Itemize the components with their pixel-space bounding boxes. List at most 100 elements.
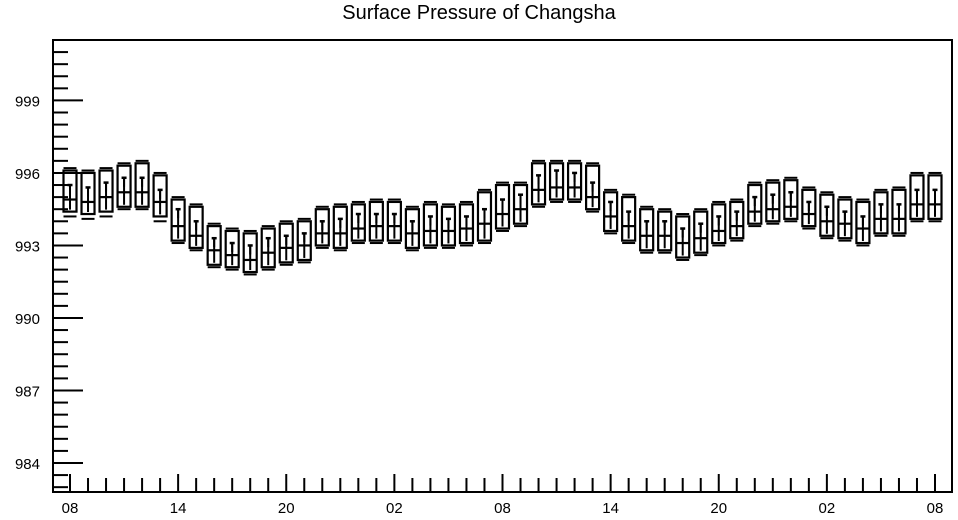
box-mark <box>368 198 384 245</box>
box-body <box>368 200 384 242</box>
box-mark <box>278 220 294 266</box>
box-mark <box>693 208 709 257</box>
box-mark <box>747 181 763 228</box>
box-body <box>909 174 925 220</box>
y-tick-label: 993 <box>15 238 40 255</box>
box-body <box>819 193 835 237</box>
box-body <box>530 162 547 206</box>
box-mark <box>206 222 222 269</box>
box-mark <box>386 198 402 245</box>
box-body <box>657 210 673 252</box>
box-mark <box>404 205 420 252</box>
box-mark <box>657 208 673 254</box>
box-body <box>188 205 204 249</box>
y-tick-label: 996 <box>15 166 40 183</box>
box-body <box>170 198 186 242</box>
box-mark <box>314 205 330 249</box>
box-body <box>801 188 817 228</box>
box-mark <box>909 171 925 223</box>
x-tick-label: 08 <box>62 500 79 517</box>
box-body <box>585 164 601 211</box>
box-body <box>314 208 330 247</box>
box-body <box>350 203 366 242</box>
x-tick-label: 02 <box>819 500 836 517</box>
box-body <box>404 208 420 249</box>
box-mark <box>296 217 312 264</box>
box-mark <box>170 196 186 245</box>
box-mark <box>585 162 601 213</box>
y-axis: 984 987 990 993 996 999 <box>15 39 83 489</box>
box-body <box>566 162 583 201</box>
box-body <box>693 210 709 254</box>
y-tick-label: 999 <box>15 93 40 110</box>
box-body <box>152 174 168 218</box>
x-tick-label: 08 <box>927 500 944 517</box>
box-mark <box>494 181 511 232</box>
box-mark <box>242 229 258 276</box>
box-mark <box>152 171 168 223</box>
x-tick-label: 08 <box>494 500 511 517</box>
box-body <box>548 162 565 201</box>
box-mark <box>729 198 745 242</box>
box-mark <box>422 200 439 249</box>
x-tick-label: 20 <box>278 500 295 517</box>
box-body <box>675 215 691 259</box>
box-mark <box>873 188 889 237</box>
box-body <box>296 220 312 262</box>
box-body <box>206 225 222 266</box>
box-body <box>855 200 871 245</box>
box-mark <box>350 200 366 245</box>
box-body <box>440 205 457 247</box>
box-mark <box>855 198 871 247</box>
box-series <box>62 159 943 276</box>
plot-frame <box>52 39 953 493</box>
box-body <box>837 198 853 240</box>
box-mark <box>440 203 457 249</box>
box-mark <box>837 196 853 242</box>
box-body <box>332 205 348 249</box>
box-body <box>711 203 727 245</box>
box-body <box>747 183 763 225</box>
box-mark <box>819 191 835 240</box>
box-body <box>386 200 402 242</box>
box-mark <box>134 159 150 211</box>
box-mark <box>80 169 96 220</box>
box-mark <box>458 200 475 247</box>
y-tick-label: 984 <box>15 456 40 473</box>
box-body <box>603 191 619 233</box>
box-body <box>62 169 78 213</box>
box-body <box>278 222 294 264</box>
x-tick-label: 02 <box>386 500 403 517</box>
box-mark <box>765 179 781 225</box>
box-body <box>80 171 96 216</box>
box-mark <box>675 213 691 261</box>
y-tick-label: 990 <box>15 311 40 328</box>
box-mark <box>332 203 348 252</box>
x-axis: 08 14 20 02 08 14 20 02 08 <box>62 474 944 517</box>
box-body <box>621 196 637 242</box>
box-body <box>134 162 150 208</box>
box-mark <box>639 205 655 254</box>
x-tick-label: 14 <box>170 500 187 517</box>
box-body <box>224 229 240 269</box>
box-body <box>458 203 475 245</box>
box-body <box>98 169 114 213</box>
box-mark <box>548 159 565 203</box>
box-mark <box>711 200 727 247</box>
box-mark <box>891 186 907 237</box>
box-body <box>891 188 907 235</box>
box-body <box>729 200 745 240</box>
x-tick-label: 20 <box>710 500 727 517</box>
box-body <box>927 174 943 220</box>
box-mark <box>566 159 583 203</box>
box-mark <box>512 181 529 228</box>
chart-title: Surface Pressure of Changsha <box>342 2 616 24</box>
box-mark <box>801 186 817 230</box>
box-body <box>873 191 889 235</box>
box-mark <box>98 167 114 218</box>
box-body <box>116 164 132 208</box>
box-mark <box>927 171 943 223</box>
box-mark <box>260 225 276 271</box>
box-body <box>476 191 493 242</box>
box-body <box>422 203 439 247</box>
